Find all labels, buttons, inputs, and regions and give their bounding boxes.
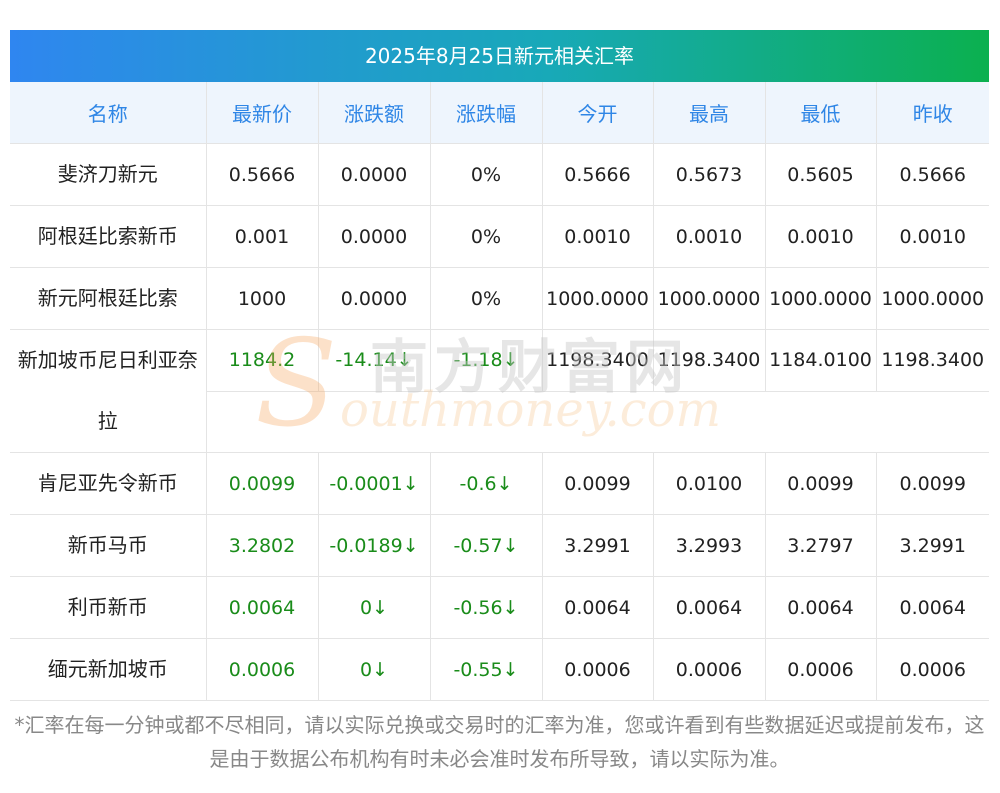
rate-table-container: 2025年8月25日新元相关汇率 名称 最新价 涨跌额 涨跌幅 今开 最高 最低… — [10, 30, 989, 701]
open-cell: 0.5666 — [542, 143, 654, 206]
low-cell: 0.0064 — [765, 576, 877, 639]
disclaimer-note: *汇率在每一分钟或都不尽相同，请以实际兑换或交易时的汇率为准，您或许看到有些数据… — [14, 713, 985, 771]
change-pct-cell: -0.57↓ — [430, 514, 543, 577]
low-cell: 1184.0100 — [765, 329, 877, 392]
prev-close-cell: 0.0064 — [876, 576, 989, 639]
change-pct-cell: 0% — [430, 267, 543, 330]
currency-pair-name: 肯尼亚先令新币 — [10, 452, 207, 515]
table-row: 新币马币 3.2802 -0.0189↓ -0.57↓ 3.2991 3.2993 3.27… — [10, 514, 989, 577]
table-row-continuation — [10, 391, 989, 453]
low-cell: 0.0010 — [765, 205, 877, 268]
header-name: 名称 — [10, 82, 207, 144]
low-cell: 0.5605 — [765, 143, 877, 206]
prev-close-cell: 0.0099 — [876, 452, 989, 515]
header-low: 最低 — [765, 82, 877, 144]
currency-pair-name: 缅元新加坡币 — [10, 638, 207, 701]
high-cell: 0.0010 — [653, 205, 766, 268]
high-cell: 0.0100 — [653, 452, 766, 515]
high-cell: 0.5673 — [653, 143, 766, 206]
prev-close-cell: 3.2991 — [876, 514, 989, 577]
empty-continuation-cell — [206, 391, 989, 453]
high-cell: 0.0064 — [653, 576, 766, 639]
high-cell: 0.0006 — [653, 638, 766, 701]
table-row: 利币新币 0.0064 0↓ -0.56↓ 0.0064 0.0064 0.0064 0.00… — [10, 576, 989, 639]
latest-cell: 0.001 — [206, 205, 319, 268]
open-cell: 3.2991 — [542, 514, 654, 577]
latest-cell: 1000 — [206, 267, 319, 330]
latest-cell: 0.5666 — [206, 143, 319, 206]
open-cell: 1198.3400 — [542, 329, 654, 392]
prev-close-cell: 1198.3400 — [876, 329, 989, 392]
table-row: 肯尼亚先令新币 0.0099 -0.0001↓ -0.6↓ 0.0099 0.0100 0.… — [10, 452, 989, 515]
prev-close-cell: 1000.0000 — [876, 267, 989, 330]
table-row: 新元阿根廷比索 1000 0.0000 0% 1000.0000 1000.0000 100… — [10, 267, 989, 330]
change-cell: 0↓ — [318, 638, 431, 701]
low-cell: 0.0099 — [765, 452, 877, 515]
low-cell: 0.0006 — [765, 638, 877, 701]
prev-close-cell: 0.0010 — [876, 205, 989, 268]
header-prev-close: 昨收 — [876, 82, 989, 144]
low-cell: 3.2797 — [765, 514, 877, 577]
currency-pair-name: 斐济刀新元 — [10, 143, 207, 206]
open-cell: 0.0006 — [542, 638, 654, 701]
high-cell: 1198.3400 — [653, 329, 766, 392]
change-pct-cell: 0% — [430, 205, 543, 268]
prev-close-cell: 0.5666 — [876, 143, 989, 206]
change-cell: 0.0000 — [318, 143, 431, 206]
change-cell: -0.0189↓ — [318, 514, 431, 577]
table-row: 缅元新加坡币 0.0006 0↓ -0.55↓ 0.0006 0.0006 0.0006 0.… — [10, 638, 989, 701]
currency-pair-name: 利币新币 — [10, 576, 207, 639]
open-cell: 1000.0000 — [542, 267, 654, 330]
header-change: 涨跌额 — [318, 82, 431, 144]
table-title: 2025年8月25日新元相关汇率 — [10, 30, 989, 82]
open-cell: 0.0064 — [542, 576, 654, 639]
table-row: 阿根廷比索新币 0.001 0.0000 0% 0.0010 0.0010 0.0010 0.… — [10, 205, 989, 268]
latest-cell: 1184.2 — [206, 329, 319, 392]
header-open: 今开 — [542, 82, 654, 144]
currency-pair-name: 阿根廷比索新币 — [10, 205, 207, 268]
currency-pair-name: 新加坡币尼日利亚奈拉 — [10, 329, 207, 453]
latest-cell: 0.0006 — [206, 638, 319, 701]
change-cell: 0↓ — [318, 576, 431, 639]
low-cell: 1000.0000 — [765, 267, 877, 330]
header-row: 名称 最新价 涨跌额 涨跌幅 今开 最高 最低 昨收 — [10, 82, 989, 144]
change-cell: 0.0000 — [318, 205, 431, 268]
change-cell: -14.14↓ — [318, 329, 431, 392]
header-change-pct: 涨跌幅 — [430, 82, 543, 144]
change-pct-cell: -0.6↓ — [430, 452, 543, 515]
table-row: 斐济刀新元 0.5666 0.0000 0% 0.5666 0.5673 0.5605 0.5… — [10, 143, 989, 206]
high-cell: 1000.0000 — [653, 267, 766, 330]
currency-pair-name: 新币马币 — [10, 514, 207, 577]
latest-cell: 0.0099 — [206, 452, 319, 515]
currency-pair-name: 新元阿根廷比索 — [10, 267, 207, 330]
open-cell: 0.0099 — [542, 452, 654, 515]
change-pct-cell: 0% — [430, 143, 543, 206]
latest-cell: 0.0064 — [206, 576, 319, 639]
header-latest: 最新价 — [206, 82, 319, 144]
latest-cell: 3.2802 — [206, 514, 319, 577]
open-cell: 0.0010 — [542, 205, 654, 268]
change-cell: 0.0000 — [318, 267, 431, 330]
change-pct-cell: -1.18↓ — [430, 329, 543, 392]
header-high: 最高 — [653, 82, 766, 144]
change-cell: -0.0001↓ — [318, 452, 431, 515]
high-cell: 3.2993 — [653, 514, 766, 577]
rate-table: 名称 最新价 涨跌额 涨跌幅 今开 最高 最低 昨收 斐济刀新元 0.5666 0.… — [10, 82, 989, 701]
prev-close-cell: 0.0006 — [876, 638, 989, 701]
change-pct-cell: -0.56↓ — [430, 576, 543, 639]
change-pct-cell: -0.55↓ — [430, 638, 543, 701]
table-row: 新加坡币尼日利亚奈拉 1184.2 -14.14↓ -1.18↓ 1198.3400 11… — [10, 329, 989, 453]
